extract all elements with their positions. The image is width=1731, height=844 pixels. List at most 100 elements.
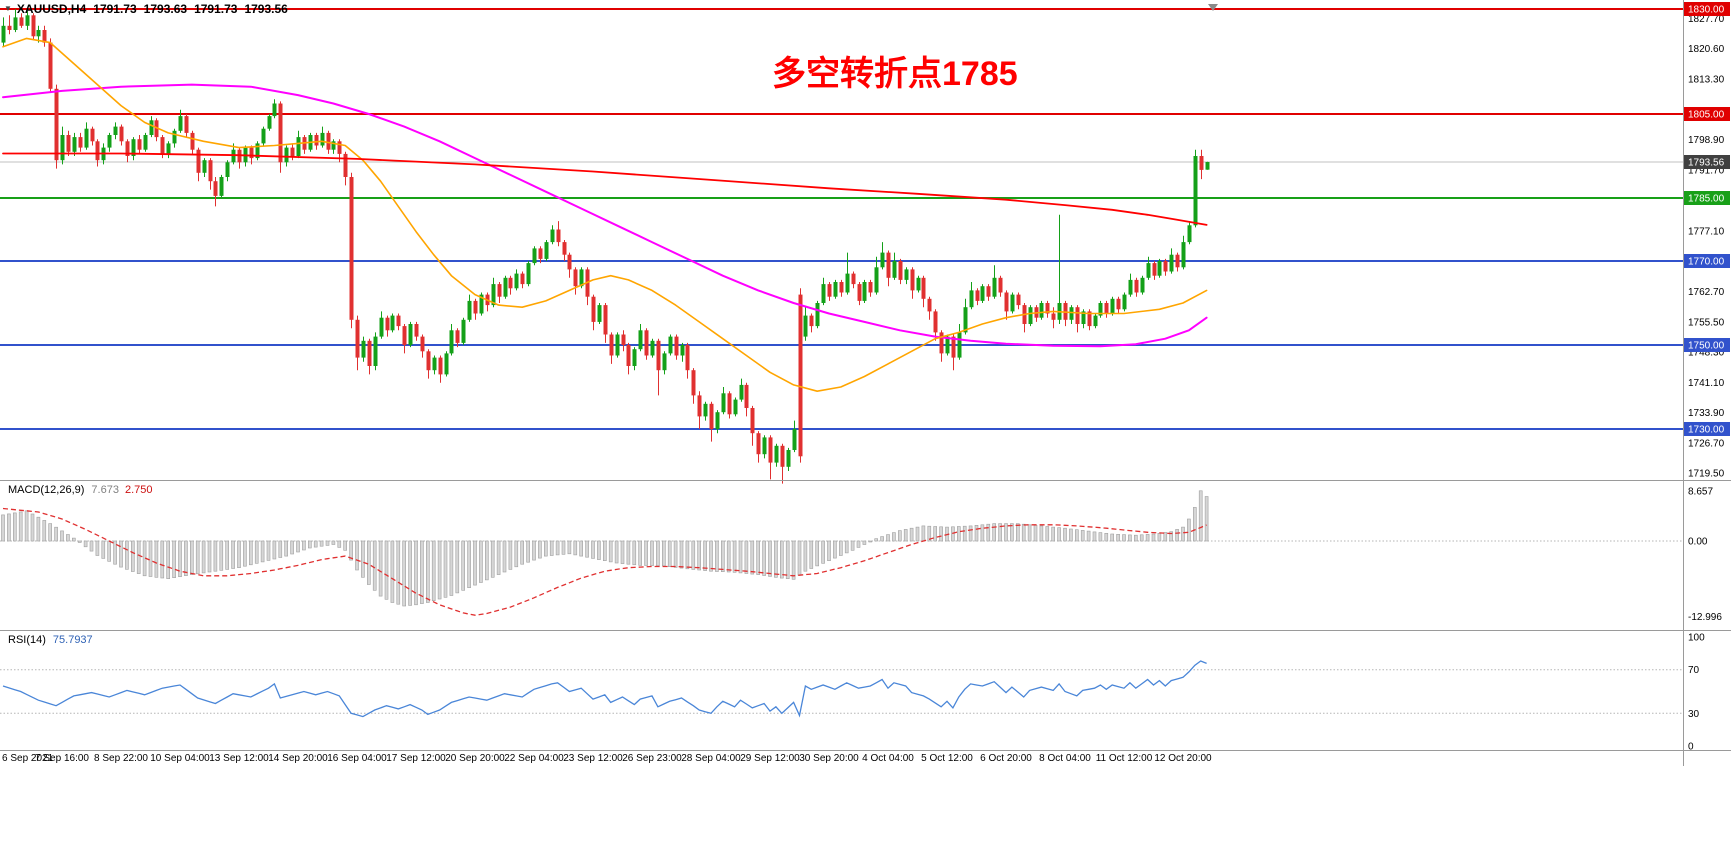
candle-body — [579, 269, 584, 287]
macd-histogram-bar — [1004, 523, 1008, 542]
candle-body — [615, 334, 620, 356]
ma-orange-line — [2, 37, 1208, 393]
candle-body — [390, 315, 395, 331]
candle-body — [573, 269, 578, 287]
macd-histogram-bar — [136, 540, 141, 574]
macd-histogram-bar — [119, 540, 123, 568]
candle-body — [703, 403, 708, 417]
macd-histogram-bar — [838, 540, 843, 556]
macd-histogram-bar — [349, 540, 353, 561]
candle-body — [1152, 263, 1157, 276]
macd-histogram-bar — [791, 540, 796, 580]
macd-main-value: 7.673 — [91, 484, 119, 496]
macd-histogram-bar — [526, 540, 530, 563]
candle-body — [261, 128, 266, 144]
candle-body — [839, 282, 844, 293]
candle-body — [373, 336, 378, 366]
rsi-scale-label: 70 — [1688, 665, 1700, 676]
level-price-tag: 1750.00 — [1684, 338, 1730, 352]
candle-body — [1193, 156, 1198, 226]
candle-body — [414, 324, 419, 337]
macd-histogram-bar — [1021, 523, 1026, 542]
candle-body — [727, 393, 732, 415]
macd-histogram-bar — [1139, 534, 1144, 542]
macd-histogram-bar — [260, 540, 265, 563]
macd-histogram-bar — [266, 540, 271, 561]
candle-body — [208, 160, 213, 182]
candle-body — [803, 315, 808, 337]
candle-body — [969, 290, 974, 308]
macd-histogram-bar — [608, 540, 613, 563]
macd-histogram-bar — [307, 540, 312, 549]
candle-body — [420, 336, 425, 352]
candle-body — [402, 326, 407, 345]
macd-histogram-bar — [691, 540, 696, 570]
candle-body — [762, 437, 767, 455]
candle-body — [768, 437, 773, 463]
macd-histogram-bar — [892, 532, 896, 542]
macd-histogram-bar — [703, 540, 707, 571]
candle-body — [1146, 263, 1151, 278]
candle-body — [296, 137, 301, 156]
macd-histogram-bar — [42, 520, 47, 542]
candle-body — [131, 139, 136, 156]
time-label: 5 Oct 12:00 — [921, 753, 973, 764]
macd-histogram-bar — [549, 540, 554, 556]
candle-body — [621, 334, 626, 345]
candle-body — [668, 336, 673, 354]
macd-histogram-bar — [785, 540, 790, 580]
rsi-indicator-label: RSI(14) 75.7937 — [8, 634, 93, 646]
macd-histogram-bar — [1098, 532, 1103, 542]
price-tick-label: 1733.90 — [1688, 408, 1725, 419]
candle-body — [349, 177, 354, 320]
macd-histogram-bar — [231, 540, 235, 569]
macd-histogram-bar — [897, 530, 902, 542]
candle-body — [272, 103, 277, 117]
macd-histogram-bar — [779, 540, 784, 579]
chart-shift-marker[interactable] — [1208, 4, 1218, 11]
macd-histogram-bar — [66, 534, 70, 542]
macd-indicator-label: MACD(12,26,9) 7.673 2.750 — [8, 484, 152, 496]
macd-histogram-bar — [425, 540, 430, 603]
time-label: 17 Sep 12:00 — [386, 753, 446, 764]
svg-text:1830.00: 1830.00 — [1688, 5, 1725, 16]
candle-body — [19, 17, 24, 26]
macd-histogram-bar — [237, 540, 241, 569]
macd-histogram-bar — [626, 540, 631, 565]
macd-signal-line — [2, 507, 1207, 616]
macd-histogram-bar — [697, 540, 702, 571]
macd-histogram-bar — [473, 540, 477, 586]
candle-body — [774, 445, 779, 463]
candle-body — [886, 252, 891, 278]
macd-histogram-bar — [384, 540, 389, 600]
candles-layer[interactable] — [1, 9, 1210, 484]
candle-body — [556, 229, 561, 243]
candle-body — [916, 277, 921, 291]
candle-body — [603, 305, 608, 335]
macd-histogram-bar — [1116, 533, 1120, 542]
price-axis[interactable]: 1827.70 1820.60 1813.30 1798.90 1791.70 1777.… — [1684, 2, 1730, 480]
macd-histogram-bar — [378, 540, 383, 597]
macd-histogram-bar — [166, 540, 170, 580]
svg-text:1805.00: 1805.00 — [1688, 110, 1725, 121]
macd-histogram-bar — [1039, 525, 1044, 542]
macd-histogram-bar — [939, 526, 943, 542]
candle-body — [1104, 303, 1109, 314]
macd-histogram-bar — [467, 540, 471, 589]
candle-body — [508, 277, 513, 289]
candle-body — [444, 353, 449, 375]
annotation-text: 多空转折点1785 — [772, 55, 1018, 93]
candle-body — [1, 25, 6, 43]
candle-body — [255, 143, 260, 159]
time-label: 8 Oct 04:00 — [1039, 753, 1091, 764]
candle-body — [455, 330, 460, 343]
candle-body — [868, 282, 873, 293]
macd-histogram-bar — [101, 540, 106, 559]
ohlc-close: 1793.56 — [244, 2, 288, 16]
macd-histogram-bar — [774, 540, 778, 578]
candle-body — [862, 282, 867, 301]
candle-body — [154, 120, 159, 138]
candle-body — [467, 300, 472, 320]
